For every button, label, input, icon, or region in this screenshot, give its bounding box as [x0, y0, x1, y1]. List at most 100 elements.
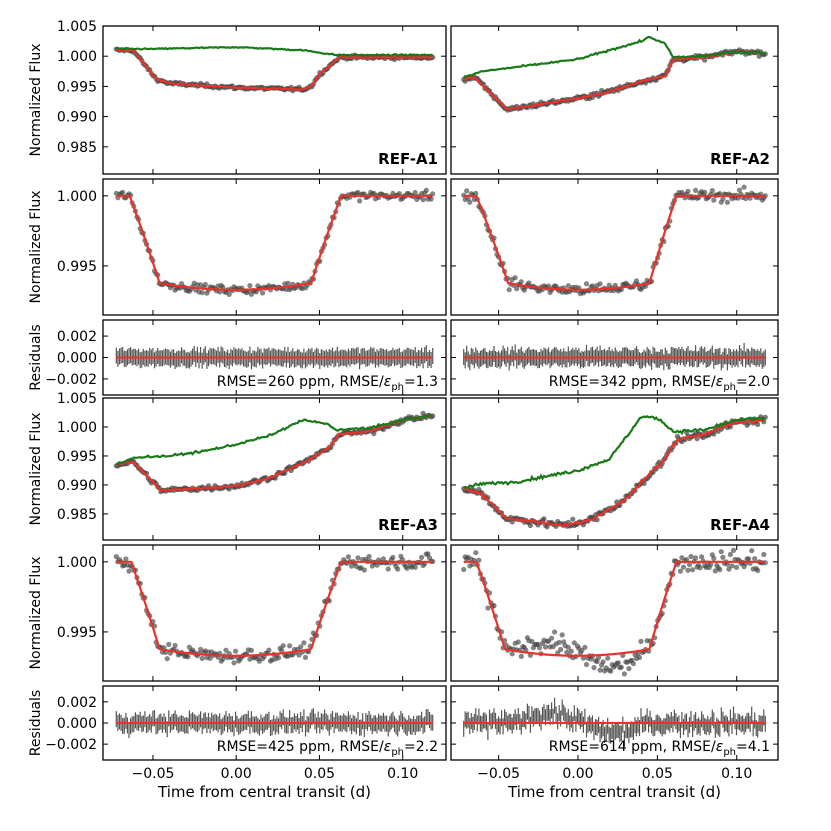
y-tick-label: 1.000	[57, 555, 97, 571]
data-point	[724, 199, 731, 205]
data-point	[697, 565, 703, 571]
data-point	[677, 568, 684, 574]
y-tick-label: 0.995	[57, 449, 97, 465]
x-axis-label-left: Time from central transit (d)	[157, 783, 371, 801]
data-point	[711, 555, 717, 562]
ref-a1-detrended-panel: 0.995 1.000 Normalized Flux	[28, 178, 447, 316]
data-point	[412, 189, 418, 196]
epsilon-subscript: ph	[723, 382, 736, 393]
data-point	[755, 567, 761, 574]
data-point	[428, 196, 434, 202]
data-point	[248, 647, 254, 654]
data-point	[126, 568, 132, 574]
data-point	[120, 189, 126, 195]
data-point	[420, 197, 426, 203]
plot-area	[113, 187, 436, 297]
y-axis-label: Residuals	[28, 324, 44, 390]
rmse-suffix: =2.0	[736, 374, 770, 390]
data-point	[390, 554, 396, 561]
data-point	[298, 644, 304, 650]
data-point	[345, 554, 351, 560]
panel-frame	[102, 544, 447, 682]
data-point	[287, 643, 293, 649]
y-tick-label: 0.000	[57, 351, 97, 367]
x-tick-label: 0.10	[387, 766, 418, 782]
panel-frame	[450, 25, 779, 175]
rmse-prefix: RMSE=260 ppm, RMSE/	[217, 374, 384, 390]
model-line	[463, 49, 766, 111]
y-axis-label: Normalized Flux	[28, 557, 44, 670]
panel-frame	[102, 397, 447, 541]
x-tick-label: 0.05	[642, 766, 673, 782]
data-point	[621, 671, 628, 677]
data-point	[720, 554, 726, 560]
data-point	[565, 644, 571, 651]
data-point	[280, 643, 286, 649]
data-point	[733, 564, 740, 571]
data-point	[423, 187, 429, 193]
data-point	[597, 667, 603, 673]
panel-frame	[450, 544, 779, 682]
y-tick-label: 0.985	[57, 140, 97, 156]
ref-a2-detrended-panel	[450, 178, 779, 316]
epsilon-symbol: ε	[384, 739, 392, 755]
data-point	[166, 641, 172, 648]
data-point	[559, 632, 565, 638]
panel-label: REF-A2	[710, 150, 770, 168]
data-point	[711, 197, 717, 203]
data-point	[594, 658, 600, 665]
panel-label: REF-A3	[378, 516, 438, 534]
panel-frame	[450, 178, 779, 316]
data-point	[185, 654, 191, 660]
ref-a4-raw-panel: REF-A4	[450, 397, 779, 541]
rmse-prefix: RMSE=342 ppm, RMSE/	[549, 374, 716, 390]
y-axis-label: Normalized Flux	[28, 44, 44, 157]
x-tick-label: −0.05	[477, 766, 520, 782]
ref-a1-residuals-panel: RMSE=260 ppm, RMSE/εph=1.3 −0.002 0.000 0.0…	[28, 319, 447, 396]
data-point	[544, 524, 550, 530]
y-tick-label: −0.002	[45, 737, 97, 753]
epsilon-symbol: ε	[716, 374, 724, 390]
data-point	[729, 563, 735, 569]
y-tick-label: 0.002	[57, 695, 97, 711]
data-point	[699, 554, 705, 560]
trend-line	[116, 45, 434, 58]
data-point	[727, 551, 734, 558]
data-point	[514, 286, 520, 292]
data-point	[527, 522, 534, 529]
data-point	[726, 566, 732, 572]
data-point	[515, 639, 521, 645]
data-point	[685, 567, 691, 573]
panel-label: REF-A1	[378, 150, 438, 168]
data-point	[473, 550, 479, 556]
data-point	[636, 654, 643, 661]
data-point	[385, 566, 391, 572]
rmse-suffix: =2.2	[404, 739, 438, 755]
data-point	[226, 291, 232, 297]
x-tick-label: 0.05	[304, 766, 335, 782]
data-point	[626, 666, 632, 672]
data-point	[762, 193, 768, 199]
transit-model-line	[116, 560, 433, 657]
plot-area	[463, 697, 766, 747]
plot-area	[461, 35, 768, 113]
data-point	[355, 555, 361, 561]
data-point	[630, 661, 637, 667]
data-point	[693, 555, 699, 561]
data-point	[301, 640, 307, 646]
data-point	[680, 564, 687, 570]
trend-line	[116, 414, 434, 465]
data-point	[741, 184, 747, 190]
data-point	[549, 635, 555, 641]
y-tick-label: 0.995	[57, 259, 97, 275]
data-point	[736, 187, 743, 193]
epsilon-subscript: ph	[391, 382, 404, 393]
data-point	[536, 645, 543, 651]
data-point	[465, 195, 471, 201]
data-point	[464, 188, 470, 194]
data-point	[709, 188, 715, 194]
data-point	[164, 656, 170, 662]
data-point	[518, 653, 524, 660]
plot-area	[113, 45, 436, 94]
y-tick-label: 0.000	[57, 716, 97, 732]
